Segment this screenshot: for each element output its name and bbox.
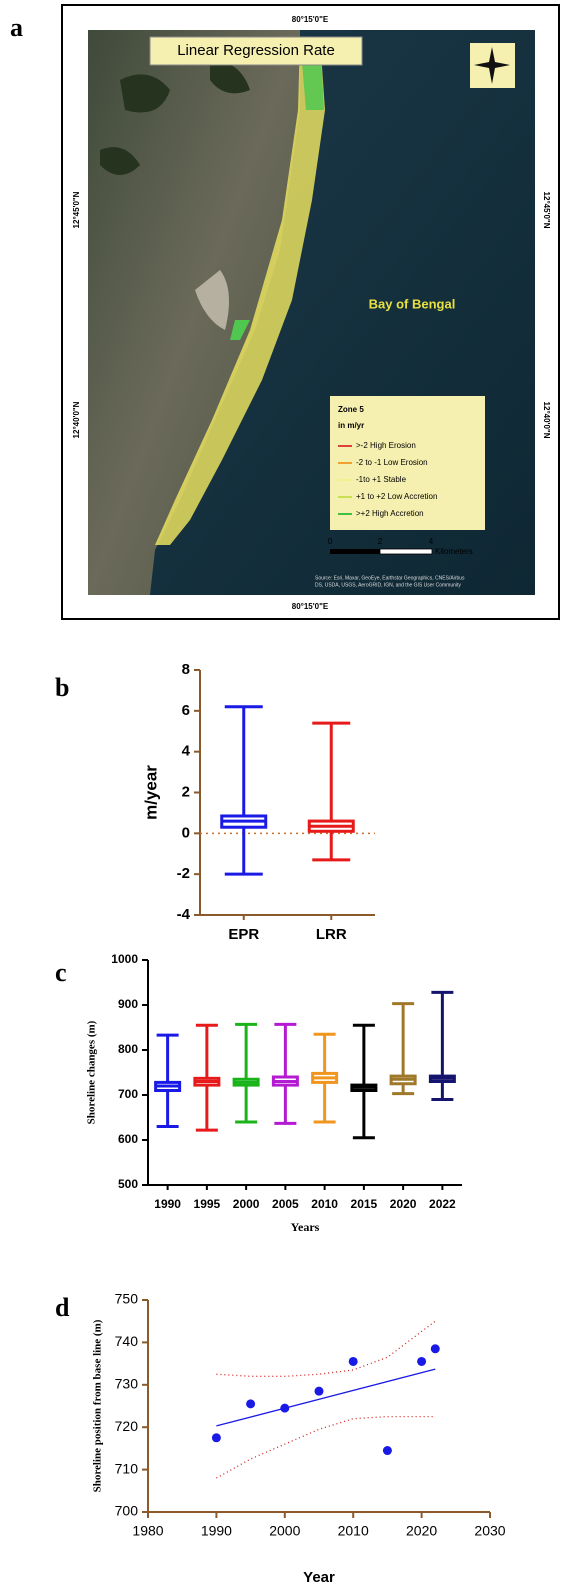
- coord-label: 12°40'0"N: [542, 402, 551, 439]
- x-tick-label: 2020: [390, 1197, 417, 1211]
- point: [348, 1356, 358, 1366]
- scale-bar: [379, 548, 433, 555]
- regression-line: [216, 1368, 436, 1427]
- point: [314, 1386, 324, 1396]
- panel-letter: c: [55, 958, 67, 987]
- y-tick-label: 700: [115, 1503, 139, 1519]
- x-tick-label: 2010: [338, 1523, 369, 1539]
- y-tick-label: 900: [118, 997, 138, 1011]
- x-tick-label: 1990: [154, 1197, 181, 1211]
- y-axis-title: Shoreline changes (m): [86, 1020, 98, 1124]
- x-tick-label: 1980: [132, 1523, 163, 1539]
- x-tick-label: 1990: [201, 1523, 232, 1539]
- confidence-band: [216, 1320, 436, 1377]
- legend-label: >+2 High Accretion: [356, 509, 424, 518]
- y-tick-label: 800: [118, 1042, 138, 1056]
- scale-unit: Kilometers: [435, 547, 473, 556]
- point: [211, 1433, 221, 1443]
- y-tick-label: 6: [182, 702, 190, 719]
- y-tick-label: 0: [182, 824, 190, 841]
- compass: [474, 47, 510, 84]
- y-tick-label: 500: [118, 1177, 138, 1191]
- sea-label: Bay of Bengal: [369, 296, 456, 311]
- y-tick-label: 710: [115, 1460, 139, 1476]
- panel-letter: d: [55, 1293, 70, 1322]
- x-tick-label: EPR: [228, 926, 259, 943]
- map-source: Source: Esri, Maxar, GeoEye, Earthstar G…: [315, 575, 465, 581]
- coord-label: 12°45'0"N: [72, 191, 81, 228]
- x-tick-label: LRR: [316, 926, 347, 943]
- panel-letter: a: [10, 13, 23, 42]
- y-tick-label: 730: [115, 1376, 139, 1392]
- y-axis-title: Shoreline position from base line (m): [92, 1319, 104, 1492]
- scale-label: 0: [328, 537, 333, 546]
- x-tick-label: 2022: [429, 1197, 456, 1211]
- point: [382, 1446, 392, 1456]
- y-tick-label: 740: [115, 1333, 139, 1349]
- scale-label: 2: [378, 537, 383, 546]
- x-tick-label: 1995: [194, 1197, 221, 1211]
- y-axis-title: m/year: [141, 765, 160, 820]
- map-sand: [195, 270, 229, 330]
- map-transects: [230, 320, 250, 340]
- scale-bar: [330, 549, 380, 554]
- point: [246, 1399, 256, 1409]
- coord-label: 80°15'0"E: [292, 602, 329, 611]
- confidence-band: [216, 1415, 436, 1479]
- y-tick-label: 2: [182, 783, 190, 800]
- coord-label: 12°40'0"N: [72, 401, 81, 438]
- y-tick-label: -2: [177, 865, 190, 882]
- map-lakes: [100, 60, 250, 175]
- y-tick-label: 1000: [111, 952, 138, 966]
- coord-label: 12°45'0"N: [542, 192, 551, 229]
- y-tick-label: -4: [177, 906, 191, 923]
- y-tick-label: 4: [182, 743, 191, 760]
- y-tick-label: 8: [182, 661, 190, 678]
- x-tick-label: 2000: [269, 1523, 300, 1539]
- map-title-box: [149, 36, 363, 66]
- legend-items: >-2 High Erosion -2 to -1 Low Erosion -1to…: [338, 441, 437, 518]
- panel-letter: b: [55, 673, 69, 702]
- x-tick-label: 2010: [311, 1197, 338, 1211]
- map-title: Linear Regression Rate: [177, 42, 335, 59]
- map-land: [88, 30, 300, 595]
- scale-label: 4: [429, 537, 434, 546]
- legend-unit: in m/yr: [338, 421, 364, 430]
- x-axis-title: Year: [303, 1569, 335, 1586]
- legend-title: Zone 5: [338, 405, 364, 414]
- x-tick-label: 2015: [351, 1197, 378, 1211]
- coord-label: 80°15'0"E: [292, 15, 329, 24]
- x-tick-label: 2005: [272, 1197, 299, 1211]
- point: [430, 1344, 440, 1354]
- legend-label: -2 to -1 Low Erosion: [356, 458, 428, 467]
- x-tick-label: 2030: [474, 1523, 505, 1539]
- point: [417, 1356, 427, 1366]
- legend-label: -1to +1 Stable: [356, 475, 407, 484]
- x-tick-label: 2020: [406, 1523, 437, 1539]
- y-tick-label: 700: [118, 1087, 138, 1101]
- y-tick-label: 750: [115, 1291, 139, 1307]
- y-tick-label: 600: [118, 1132, 138, 1146]
- point: [280, 1403, 290, 1413]
- x-tick-label: 2000: [233, 1197, 260, 1211]
- x-axis-title: Years: [291, 1220, 320, 1234]
- legend-label: +1 to +2 Low Accretion: [356, 492, 437, 501]
- legend-label: >-2 High Erosion: [356, 441, 416, 450]
- map-legend: [330, 396, 485, 530]
- map-source: DS, USDA, USGS, AeroGRID, IGN, and the G…: [315, 582, 461, 588]
- y-tick-label: 720: [115, 1418, 139, 1434]
